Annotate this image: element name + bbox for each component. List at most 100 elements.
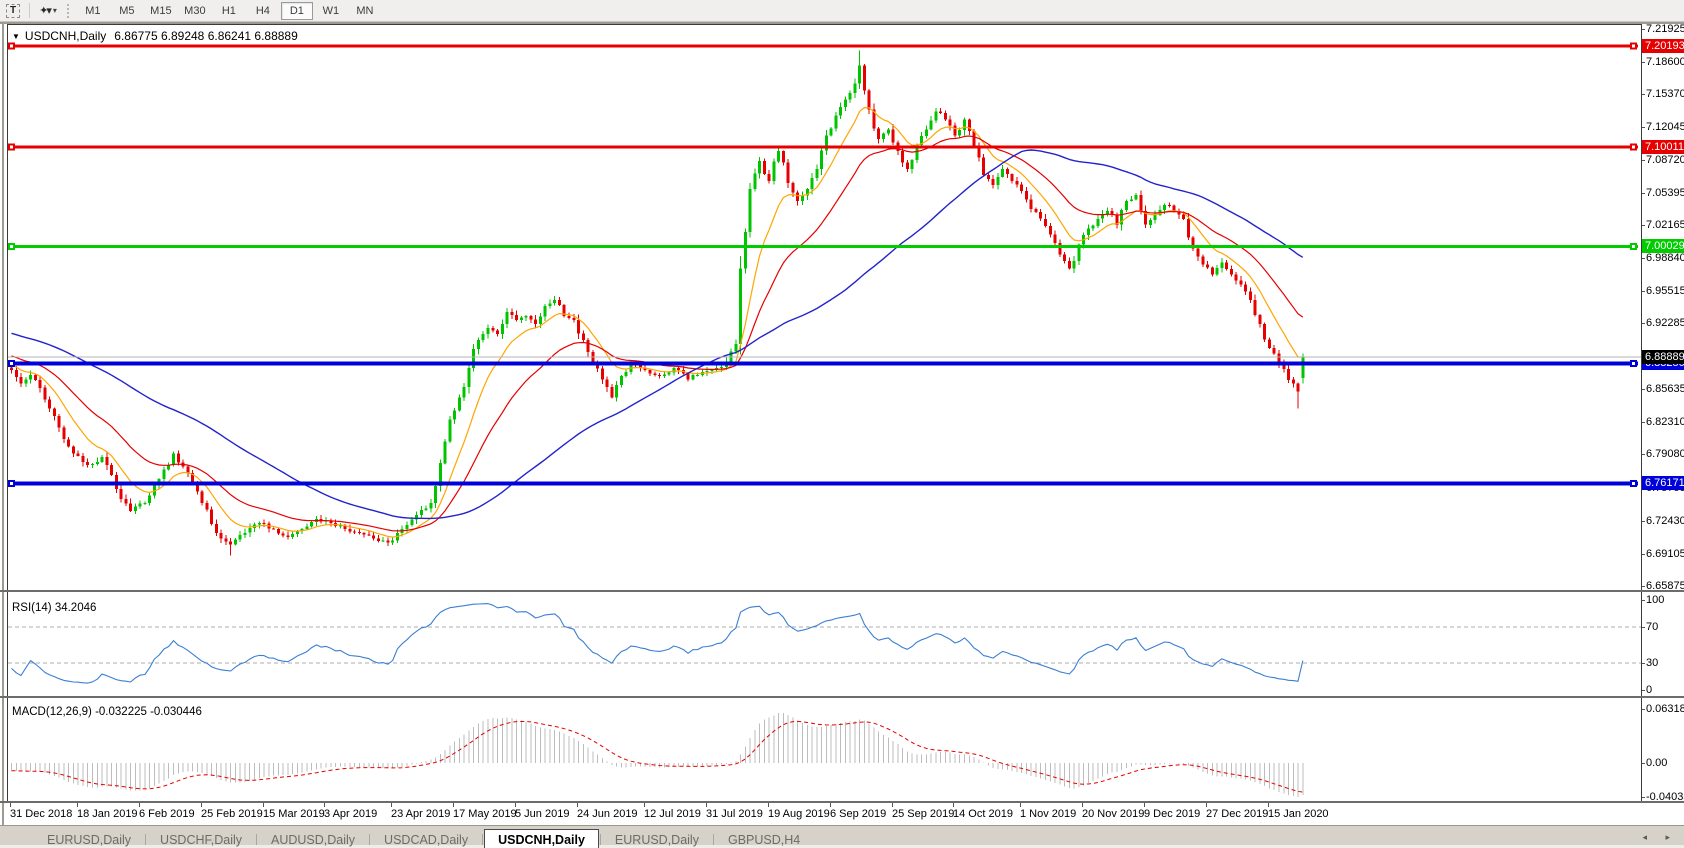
rsi-indicator-label: RSI(14) 34.2046 [12, 602, 97, 614]
chart-title: ▼ USDCNH,Daily 6.86775 6.89248 6.86241 6.8… [12, 29, 298, 43]
chart-tab-usdchf-daily[interactable]: USDCHF,Daily [160, 833, 242, 847]
timeframe-button-m1[interactable]: M1 [85, 4, 101, 17]
tab-separator [145, 834, 147, 846]
plot-left-border [7, 24, 8, 803]
price-tick-label: 6.98840 [1646, 252, 1684, 264]
current-price-badge: 6.88889 [1642, 350, 1684, 364]
price-level-badge: 6.76171 [1642, 476, 1684, 490]
candles-layer [10, 50, 1305, 556]
date-tick [263, 803, 264, 807]
macd-tick-label: -0.040355 [1646, 791, 1684, 803]
window-edge [0, 22, 1684, 24]
tab-scroll-arrows[interactable]: ◂ ▸ [1642, 832, 1678, 842]
collapse-triangle-icon[interactable]: ▼ [12, 32, 20, 41]
date-tick [706, 803, 707, 807]
rsi-tick-label: 70 [1646, 621, 1659, 633]
date-tick-label: 19 Aug 2019 [768, 808, 830, 820]
arrange-icon: ✦▾ [39, 5, 52, 17]
timeframe-button-mn[interactable]: MN [356, 4, 374, 17]
date-tick [77, 803, 78, 807]
chart-tab-eurusd-daily[interactable]: EURUSD,Daily [47, 833, 132, 847]
price-tick-label: 6.85635 [1646, 383, 1684, 395]
timeframe-button-d1[interactable]: D1 [280, 1, 313, 20]
chart-tab-usdcad-daily[interactable]: USDCAD,Daily [384, 833, 469, 847]
chart-tab-eurusd-daily[interactable]: EURUSD,Daily [614, 833, 699, 847]
date-tick-label: 5 Jun 2019 [515, 808, 570, 820]
price-levels-layer[interactable] [8, 42, 1641, 487]
price-tick [1641, 323, 1645, 324]
price-tick [1641, 521, 1645, 522]
date-tick [10, 803, 11, 807]
price-tick [1641, 29, 1645, 30]
date-tick [830, 803, 831, 807]
rsi-macd-separator[interactable] [0, 696, 1684, 698]
macd-layer [11, 712, 1304, 797]
timeframe-button-group: M1 M5 M15 M30 H1 H4 D1 W1 MN [76, 1, 382, 20]
rsi-tick [1641, 663, 1645, 664]
date-tick [1020, 803, 1021, 807]
date-tick-label: 1 Nov 2019 [1020, 808, 1077, 820]
timeframe-button-m15[interactable]: M15 [150, 4, 172, 17]
date-tick [1144, 803, 1145, 807]
rsi-line [11, 603, 1304, 684]
date-tick [1082, 803, 1083, 807]
date-tick-label: 24 Jun 2019 [577, 808, 638, 820]
tab-separator [256, 834, 257, 846]
tabbar-strip [0, 845, 1684, 848]
chart-tab-audusd-daily[interactable]: AUDUSD,Daily [271, 833, 356, 847]
arrange-windows-button[interactable]: ✦▾ ▾ [34, 1, 62, 20]
price-tick-label: 7.18600 [1646, 56, 1684, 68]
price-tick [1641, 62, 1645, 63]
timeframe-button-h4[interactable]: H4 [255, 4, 270, 17]
date-tick-label: 15 Mar 2019 [263, 808, 325, 820]
line-handle-right [1630, 479, 1637, 487]
date-tick [139, 803, 140, 807]
price-tick-label: 7.12045 [1646, 121, 1684, 133]
price-tick-label: 7.21925 [1646, 23, 1684, 35]
timeframe-button-m30[interactable]: M30 [184, 4, 206, 17]
price-level-badge: 7.10011 [1642, 140, 1684, 154]
plot-top-border [7, 24, 1641, 25]
date-tick [515, 803, 516, 807]
price-chart-canvas[interactable] [0, 22, 1684, 825]
date-tick-label: 25 Sep 2019 [892, 808, 955, 820]
price-tick-label: 6.79080 [1646, 448, 1684, 460]
line-handle-left [8, 359, 15, 367]
chart-tab-bar: EURUSD,Daily USDCHF,Daily AUDUSD,Daily USDC… [0, 825, 1684, 848]
chart-panel-usdcnh[interactable]: ▼ USDCNH,Daily 6.86775 6.89248 6.86241 6.8… [0, 22, 1684, 825]
timeframe-button-m5[interactable]: M5 [119, 4, 135, 17]
date-tick-label: 18 Jan 2019 [77, 808, 138, 820]
chart-tab-usdcnh-daily[interactable]: USDCNH,Daily [484, 829, 599, 848]
rsi-tick-label: 100 [1646, 594, 1665, 606]
line-handle-left [8, 479, 15, 487]
toolbar-separator [29, 3, 31, 18]
timeframe-button-h1[interactable]: H1 [221, 4, 236, 17]
macd-tick-label: 0.063184 [1646, 703, 1684, 715]
date-tick [324, 803, 325, 807]
chart-ohlc-values: 6.86775 6.89248 6.86241 6.88889 [114, 29, 298, 43]
price-tick-label: 6.72430 [1646, 515, 1684, 527]
price-tick [1641, 94, 1645, 95]
price-tick-label: 6.95515 [1646, 285, 1684, 297]
toolbar-grip[interactable] [66, 3, 72, 18]
moving-averages-layer [11, 107, 1304, 538]
rsi-layer [8, 603, 1641, 684]
chart-symbol-label: USDCNH,Daily [24, 29, 107, 43]
date-tick-label: 6 Sep 2019 [830, 808, 887, 820]
price-tick-label: 7.15370 [1646, 88, 1684, 100]
line-handle-left [8, 42, 15, 50]
rsi-tick-label: 0 [1646, 684, 1653, 696]
date-tick [953, 803, 954, 807]
macd-tick [1641, 709, 1645, 710]
price-tick [1641, 160, 1645, 161]
main-rsi-separator[interactable] [0, 590, 1684, 592]
date-tick [768, 803, 769, 807]
line-handle-right [1630, 42, 1637, 50]
text-annotation-button[interactable]: T [1, 1, 25, 20]
text-tool-icon: T [6, 3, 21, 18]
rsi-tick [1641, 627, 1645, 628]
timeframe-button-w1[interactable]: W1 [322, 4, 340, 17]
rsi-tick [1641, 600, 1645, 601]
chart-tab-gbpusd-h4[interactable]: GBPUSD,H4 [727, 833, 801, 847]
